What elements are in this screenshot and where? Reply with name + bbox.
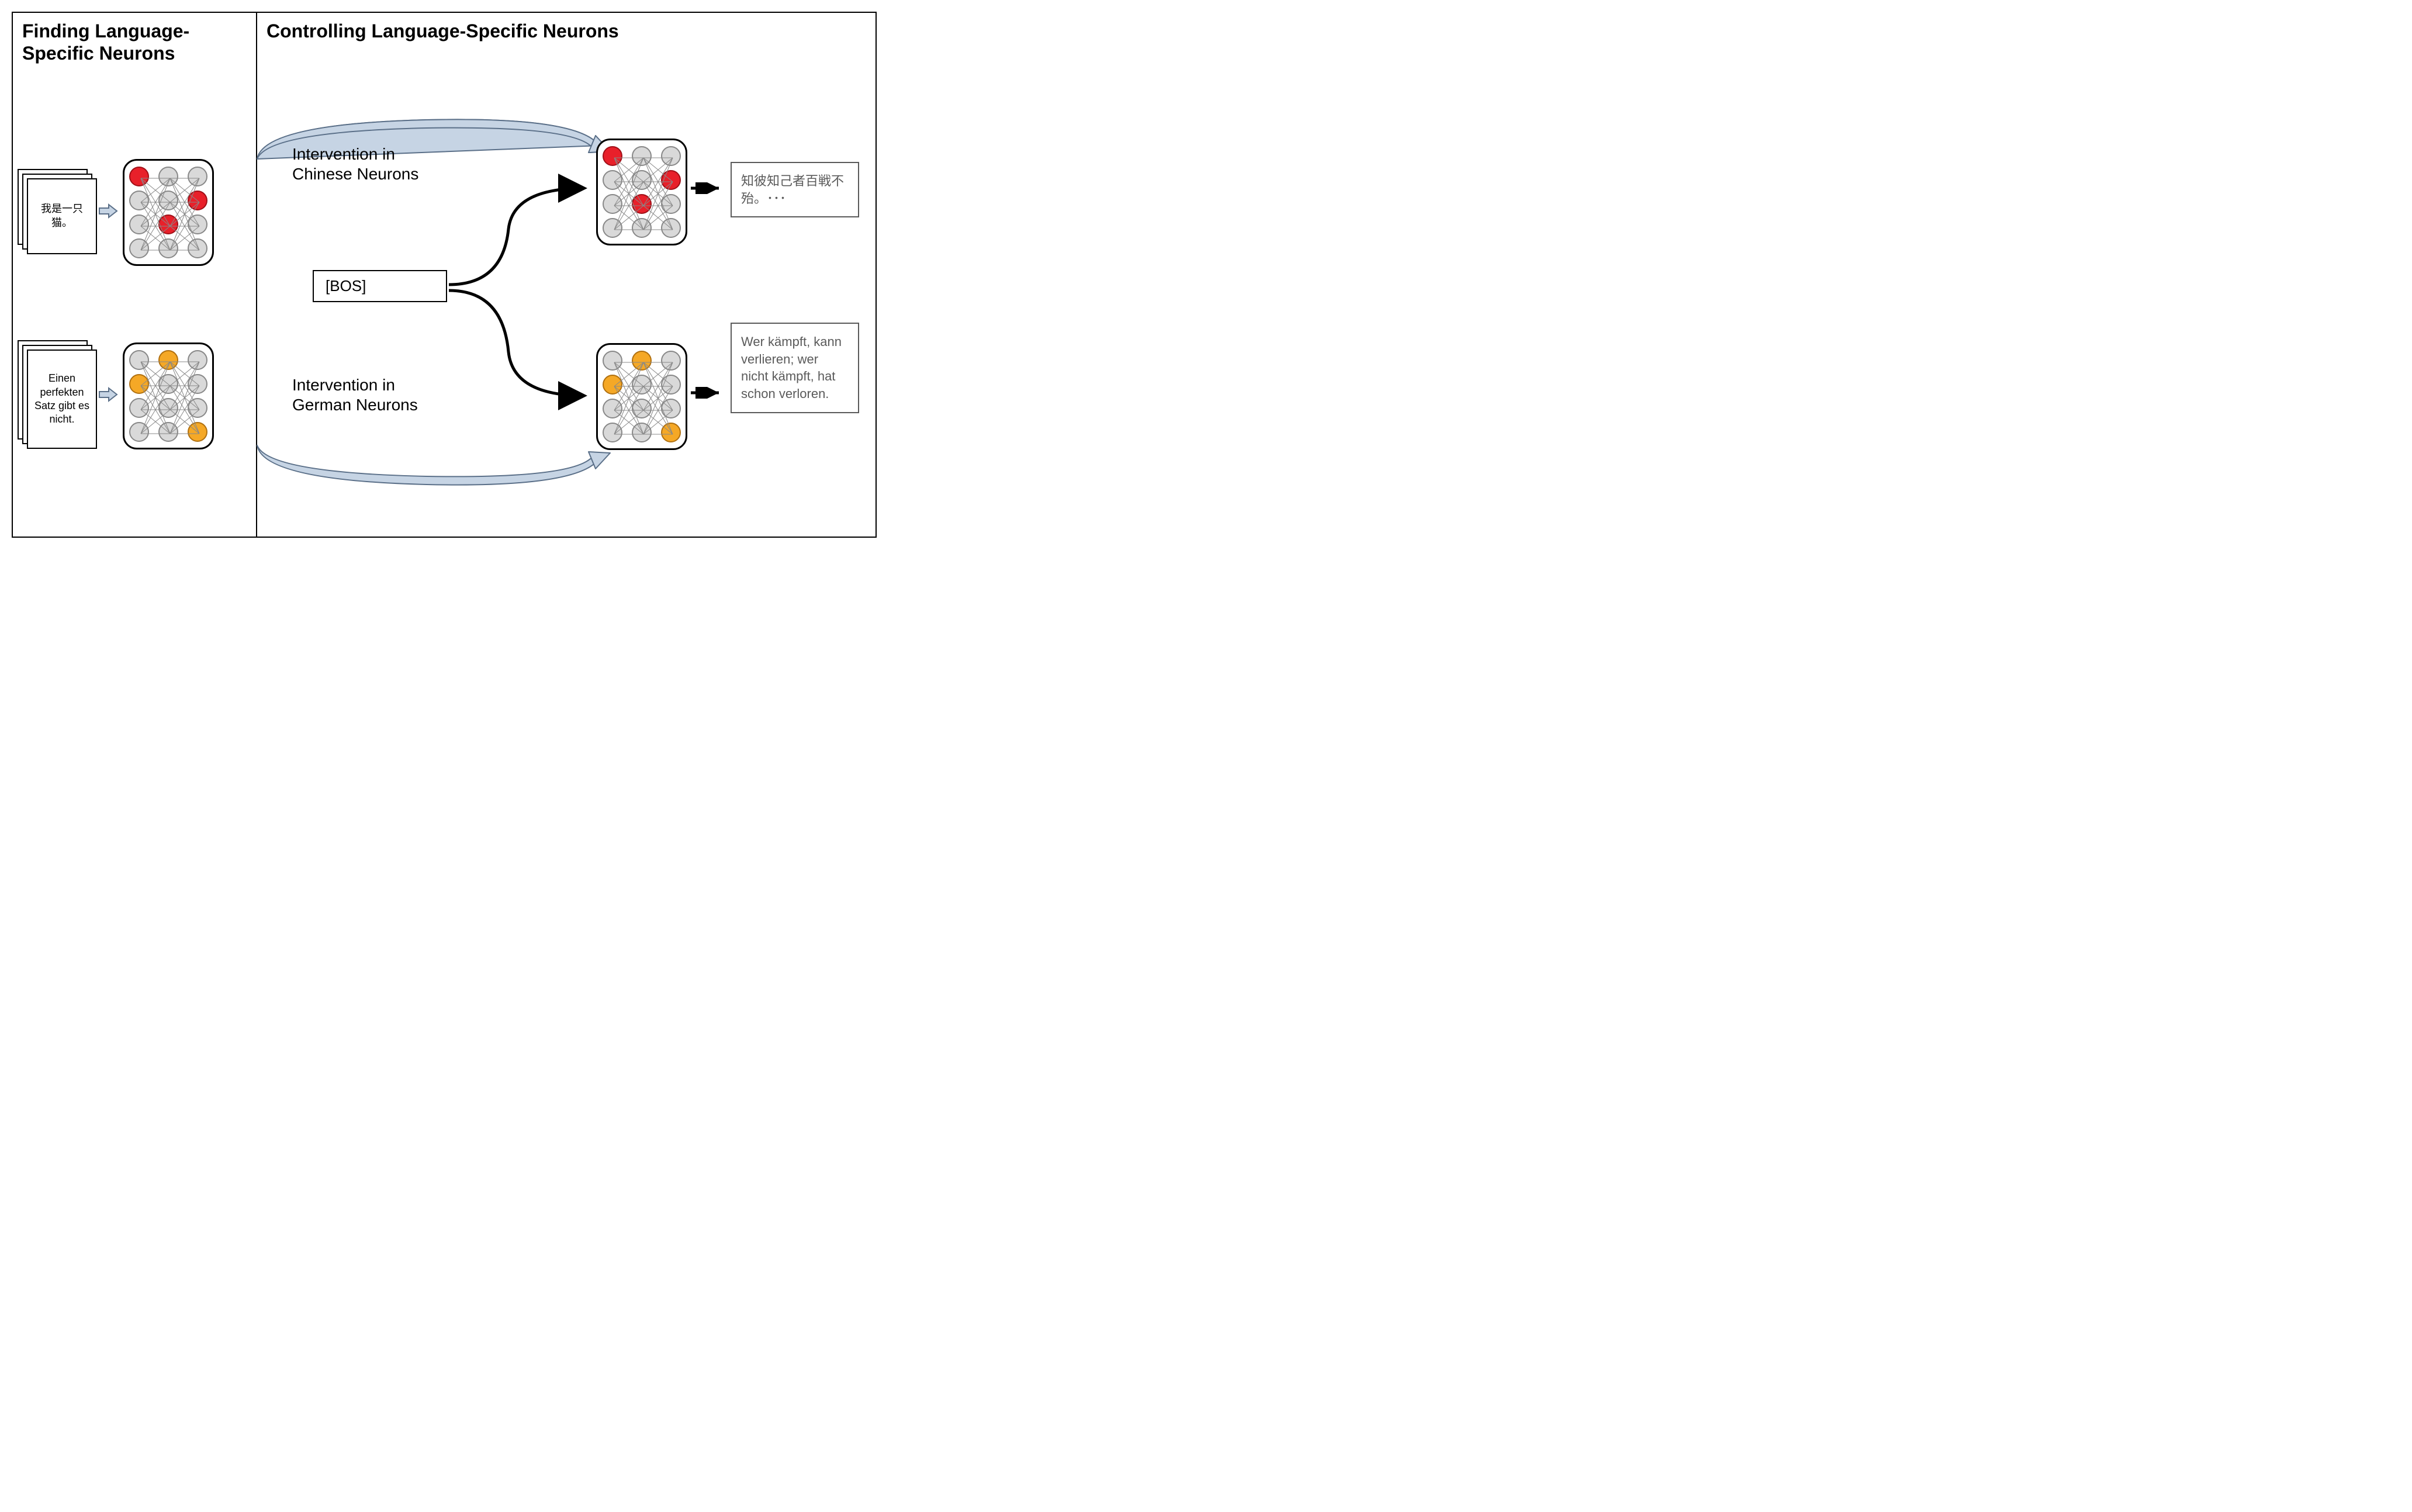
left-panel: Finding Language-Specific Neurons 我是一只猫。 <box>12 12 257 538</box>
nn-col <box>603 146 622 238</box>
neuron <box>603 170 622 190</box>
nn-col <box>158 350 178 442</box>
neuron <box>188 238 207 258</box>
arrow-to-output-chinese <box>690 182 725 194</box>
neuron <box>661 423 681 442</box>
nn-col <box>661 146 681 238</box>
left-panel-title: Finding Language-Specific Neurons <box>22 20 247 65</box>
german-card-text: Einen perfekten Satz gibt es nicht. <box>33 372 91 427</box>
neuron <box>158 422 178 442</box>
neuron <box>661 375 681 395</box>
neuron <box>188 167 207 186</box>
nn-german-finding <box>123 342 214 449</box>
bos-text: [BOS] <box>326 277 366 295</box>
neuron <box>632 170 652 190</box>
nn-col <box>188 167 207 258</box>
bos-box: [BOS] <box>313 270 447 302</box>
german-card: Einen perfekten Satz gibt es nicht. <box>27 350 97 449</box>
neuron <box>603 351 622 371</box>
neuron <box>661 399 681 418</box>
neuron <box>129 191 149 210</box>
neuron <box>632 399 652 418</box>
neuron <box>632 351 652 371</box>
neuron <box>632 194 652 214</box>
output-chinese-text: 知彼知己者百戦不殆。･･･ <box>741 174 844 206</box>
neuron <box>188 374 207 394</box>
neuron <box>158 214 178 234</box>
diagram-container: Finding Language-Specific Neurons 我是一只猫。 <box>12 12 877 538</box>
neuron <box>603 194 622 214</box>
neuron <box>661 170 681 190</box>
neuron <box>129 422 149 442</box>
neuron <box>632 375 652 395</box>
neuron <box>188 214 207 234</box>
neuron <box>129 238 149 258</box>
chinese-card: 我是一只猫。 <box>27 178 97 254</box>
neuron <box>158 167 178 186</box>
neuron <box>188 422 207 442</box>
neuron <box>188 350 207 370</box>
neuron <box>129 214 149 234</box>
branch-arrows <box>444 165 596 410</box>
neuron <box>158 191 178 210</box>
neuron <box>158 398 178 418</box>
output-chinese-box: 知彼知己者百戦不殆。･･･ <box>731 162 859 217</box>
intervention-chinese-label: Intervention in Chinese Neurons <box>292 144 421 184</box>
neuron <box>632 423 652 442</box>
output-german-text: Wer kämpft, kann verlieren; wer nicht kä… <box>741 334 842 401</box>
right-panel: Controlling Language-Specific Neurons In… <box>256 12 877 538</box>
output-german-box: Wer kämpft, kann verlieren; wer nicht kä… <box>731 323 859 413</box>
neuron <box>129 398 149 418</box>
neuron <box>661 194 681 214</box>
neuron <box>632 218 652 238</box>
neuron <box>188 191 207 210</box>
neuron <box>129 350 149 370</box>
nn-col <box>603 351 622 442</box>
neuron <box>603 146 622 166</box>
neuron <box>603 399 622 418</box>
nn-col <box>129 167 149 258</box>
arrow-right-icon <box>98 203 118 222</box>
chinese-card-stack: 我是一只猫。 <box>18 169 94 257</box>
nn-col <box>129 350 149 442</box>
german-card-stack: Einen perfekten Satz gibt es nicht. <box>18 340 94 451</box>
neuron <box>158 374 178 394</box>
neuron <box>603 423 622 442</box>
german-finding-row: Einen perfekten Satz gibt es nicht. <box>18 340 214 451</box>
arrow-to-output-german <box>690 387 725 399</box>
neuron <box>661 146 681 166</box>
neuron <box>632 146 652 166</box>
neuron <box>603 375 622 395</box>
nn-chinese-controlling <box>596 139 687 245</box>
neuron <box>661 351 681 371</box>
nn-col <box>158 167 178 258</box>
chinese-card-text: 我是一只猫。 <box>33 202 91 230</box>
chinese-finding-row: 我是一只猫。 <box>18 159 214 266</box>
neuron <box>188 398 207 418</box>
nn-col <box>632 146 652 238</box>
neuron <box>158 238 178 258</box>
nn-col <box>661 351 681 442</box>
curved-arrow-bottom-icon <box>251 437 614 495</box>
neuron <box>158 350 178 370</box>
arrow-right-icon <box>98 386 118 406</box>
right-panel-title: Controlling Language-Specific Neurons <box>267 20 866 42</box>
nn-chinese-finding <box>123 159 214 266</box>
neuron <box>661 218 681 238</box>
neuron <box>129 167 149 186</box>
intervention-german-label: Intervention in German Neurons <box>292 375 421 414</box>
nn-col <box>188 350 207 442</box>
neuron <box>603 218 622 238</box>
nn-col <box>632 351 652 442</box>
nn-german-controlling <box>596 343 687 450</box>
neuron <box>129 374 149 394</box>
